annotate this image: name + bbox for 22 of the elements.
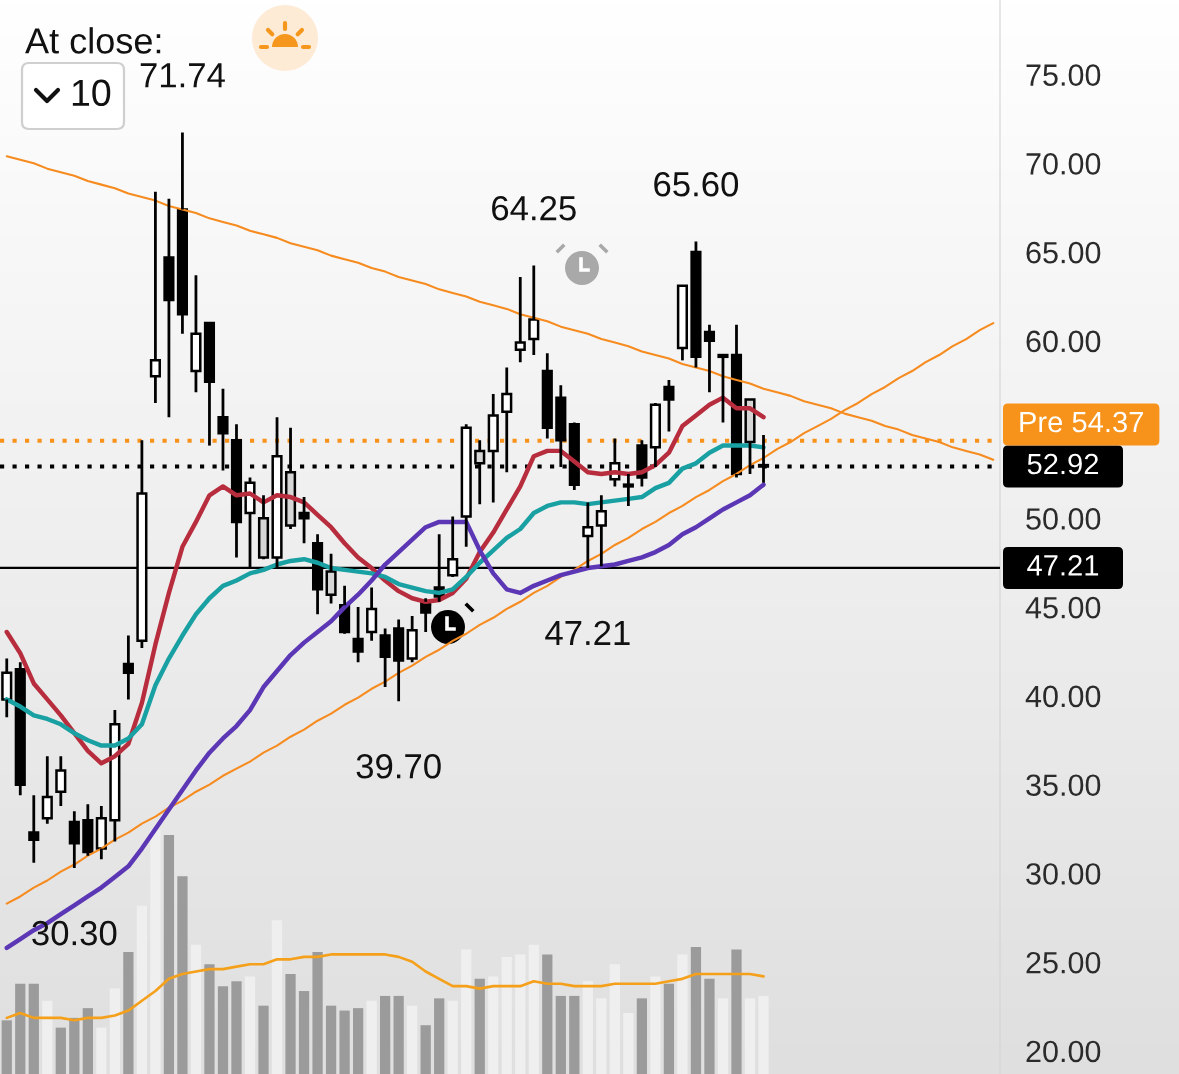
annotation: 30.30 bbox=[32, 920, 117, 946]
annotation: 47.21 bbox=[545, 620, 630, 645]
annotation: 65.60 bbox=[654, 171, 739, 197]
annotation: 71.74 bbox=[140, 63, 225, 88]
y-tick-label: 70.00 bbox=[1026, 153, 1101, 175]
annotation: 10 bbox=[72, 79, 111, 107]
y-tick-label: 25.00 bbox=[1026, 951, 1101, 974]
annotation: At close: bbox=[25, 27, 161, 54]
y-tick-label: 65.00 bbox=[1026, 241, 1101, 264]
y-tick-label: 60.00 bbox=[1026, 330, 1101, 353]
ref-line-label: Pre 54.37 bbox=[1020, 411, 1143, 433]
y-tick-label: 50.00 bbox=[1026, 508, 1101, 530]
y-tick-label: 35.00 bbox=[1026, 774, 1101, 797]
annotation: 64.25 bbox=[492, 195, 576, 221]
y-tick-label: 75.00 bbox=[1026, 64, 1101, 86]
ref-line-label: 52.92 bbox=[1027, 453, 1099, 475]
y-tick-label: 20.00 bbox=[1026, 1040, 1101, 1063]
y-tick-label: 30.00 bbox=[1026, 863, 1101, 885]
ref-line-label: 47.21 bbox=[1027, 555, 1099, 576]
y-tick-label: 40.00 bbox=[1025, 685, 1101, 708]
annotation: 39.70 bbox=[356, 754, 441, 779]
y-tick-label: 45.00 bbox=[1025, 596, 1101, 619]
